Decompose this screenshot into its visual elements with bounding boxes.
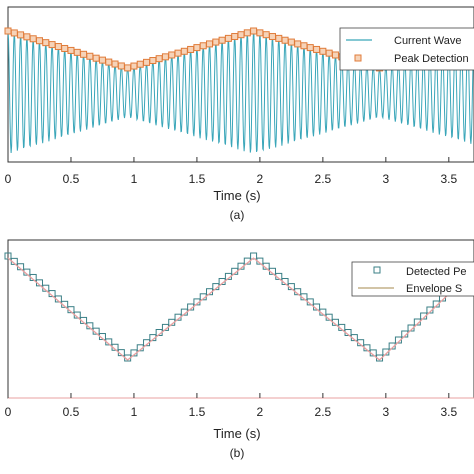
data-point-marker — [86, 52, 94, 60]
data-point-marker — [117, 62, 125, 70]
x-tick-label: 1.5 — [189, 405, 206, 419]
data-point-marker — [180, 47, 188, 55]
data-point-marker — [256, 29, 264, 37]
data-point-marker — [206, 40, 214, 48]
data-point-marker — [294, 40, 302, 48]
data-point-marker — [300, 42, 308, 50]
x-tick-label: 0 — [5, 172, 12, 186]
data-point-marker — [67, 46, 75, 54]
data-point-marker — [193, 44, 201, 52]
legend-box-a — [339, 27, 474, 71]
data-point-marker — [42, 39, 50, 47]
data-point-marker — [130, 62, 138, 70]
data-point-marker — [199, 42, 207, 50]
data-point-marker — [218, 36, 226, 44]
data-point-marker — [313, 45, 321, 53]
x-tick-label: 3.5 — [440, 172, 457, 186]
data-point-marker — [168, 51, 176, 59]
x-tick-label: 0.5 — [63, 172, 80, 186]
x-tick-label: 0.5 — [63, 405, 80, 419]
legend-b: Detected Pe Envelope S — [351, 261, 474, 297]
data-point-marker — [54, 43, 62, 51]
legend-label-envelope: Envelope S — [406, 283, 462, 295]
data-point-marker — [187, 45, 195, 53]
data-point-marker — [275, 34, 283, 42]
data-point-marker — [23, 33, 31, 41]
data-point-marker — [262, 31, 270, 39]
data-point-marker — [224, 34, 232, 42]
x-tick-label: 1 — [131, 172, 138, 186]
x-tick-label: 2.5 — [315, 405, 332, 419]
x-tick-label: 2.5 — [315, 172, 332, 186]
legend-label-peak-detection: Peak Detection — [394, 53, 469, 65]
data-point-marker — [243, 29, 251, 37]
caption-b: (b) — [230, 446, 245, 460]
data-point-marker — [98, 56, 106, 64]
data-point-marker — [29, 35, 37, 43]
data-point-marker — [73, 48, 81, 56]
data-point-marker — [325, 49, 333, 57]
legend-a: Current Wave Peak Detection — [339, 27, 474, 71]
data-point-marker — [231, 33, 239, 41]
panel-a: 0 0.5 1 1.5 2 2.5 3 3.5 Current Wave Peak Detec… — [4, 6, 474, 222]
data-point-marker — [4, 252, 12, 260]
data-point-marker — [35, 37, 43, 45]
x-ticks-b: 0 0.5 1 1.5 2 2.5 3 3.5 — [5, 393, 457, 419]
x-tick-label: 1 — [131, 405, 138, 419]
data-point-marker — [155, 55, 163, 63]
data-point-marker — [111, 60, 119, 68]
data-point-marker — [80, 50, 88, 58]
x-ticks-a: 0 0.5 1 1.5 2 2.5 3 3.5 — [5, 157, 457, 186]
series-line-envelope — [7, 257, 474, 361]
data-point-marker — [143, 58, 151, 66]
x-tick-label: 3 — [382, 405, 389, 419]
data-point-marker — [212, 38, 220, 46]
data-point-marker — [250, 27, 258, 35]
data-point-marker — [306, 44, 314, 52]
data-point-marker — [92, 54, 100, 62]
data-point-marker — [48, 41, 56, 49]
legend-box-b — [351, 261, 474, 297]
x-tick-label: 0 — [5, 405, 12, 419]
data-point-marker — [136, 60, 144, 68]
x-tick-label: 3.5 — [440, 405, 457, 419]
caption-a: (a) — [230, 208, 245, 222]
data-point-marker — [331, 51, 339, 59]
data-point-marker — [237, 31, 245, 39]
legend-swatch-detected-peaks — [373, 266, 381, 274]
data-point-marker — [149, 57, 157, 65]
data-point-marker — [319, 47, 327, 55]
data-point-marker — [281, 36, 289, 44]
data-point-marker — [287, 38, 295, 46]
data-point-marker — [17, 31, 25, 39]
x-axis-label-b: Time (s) — [213, 426, 260, 441]
data-point-marker — [174, 49, 182, 57]
data-point-marker — [10, 29, 18, 37]
legend-label-detected-peaks: Detected Pe — [406, 266, 467, 278]
x-axis-label-a: Time (s) — [213, 188, 260, 203]
data-point-marker — [105, 58, 113, 66]
x-tick-label: 2 — [257, 172, 264, 186]
x-tick-label: 2 — [257, 405, 264, 419]
data-point-marker — [268, 33, 276, 41]
x-tick-label: 3 — [382, 172, 389, 186]
data-point-marker — [61, 44, 69, 52]
data-point-marker — [4, 27, 12, 35]
x-tick-label: 1.5 — [189, 172, 206, 186]
legend-label-current-wave: Current Wave — [394, 35, 461, 47]
data-point-marker — [124, 64, 132, 72]
legend-swatch-peak-detection — [354, 54, 362, 62]
data-point-marker — [161, 53, 169, 61]
panel-b: 0 0.5 1 1.5 2 2.5 3 3.5 Detected Pe Envelope S … — [4, 239, 474, 460]
